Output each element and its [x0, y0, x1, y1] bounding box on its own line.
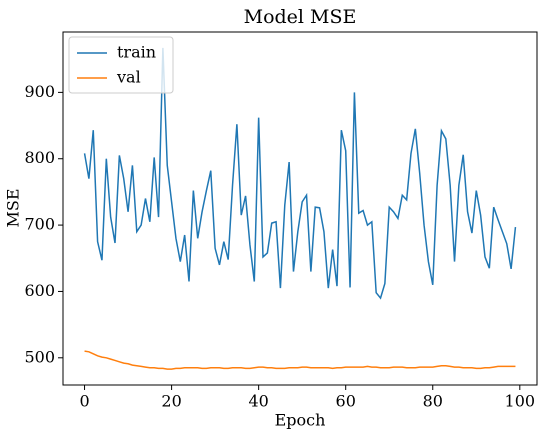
line-series — [84, 350, 516, 370]
x-tick-label: 60 — [336, 392, 356, 411]
line-series — [83, 47, 517, 300]
y-tick-label: 500 — [24, 347, 55, 366]
y-tick-label: 900 — [24, 82, 55, 101]
y-tick-label: 800 — [24, 148, 55, 167]
plot-frame — [62, 31, 538, 386]
x-tick-label: 0 — [79, 392, 89, 411]
x-tick-label: 100 — [505, 392, 536, 411]
x-tick-label: 40 — [248, 392, 268, 411]
x-tick-label: 20 — [161, 392, 181, 411]
x-tick-label: 80 — [423, 392, 443, 411]
y-tick-label: 600 — [24, 281, 55, 300]
legend-box — [68, 36, 174, 94]
y-tick-label: 700 — [24, 215, 55, 234]
y-axis-label: MSE — [4, 188, 23, 227]
legend-label: val — [116, 68, 141, 87]
x-axis-label: Epoch — [275, 411, 326, 430]
chart-title: Model MSE — [244, 6, 357, 28]
legend-label: train — [117, 43, 156, 62]
